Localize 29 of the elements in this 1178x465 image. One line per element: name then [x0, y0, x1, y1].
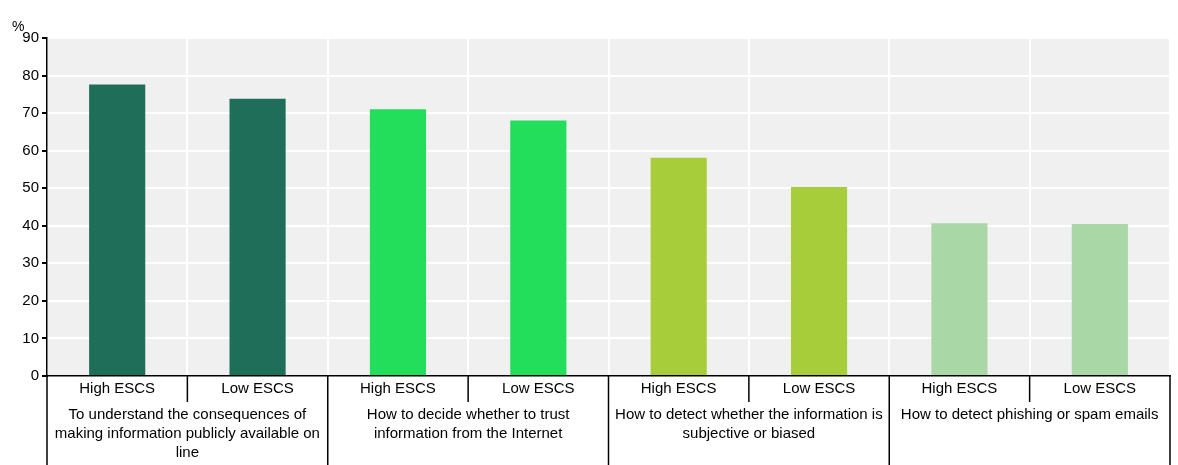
bar: [1071, 223, 1128, 375]
y-tick-label: 80: [22, 65, 39, 83]
text: To understand the consequences of making information publicly available on line: [54, 404, 320, 460]
text: How to detect phishing or spam emails: [900, 404, 1159, 422]
bar: [931, 223, 988, 375]
x-tick-label: High ESCS: [360, 379, 436, 397]
x-tick-label: Low ESCS: [1063, 379, 1137, 397]
y-tick-label: 30: [22, 253, 39, 271]
bar: [510, 120, 567, 375]
y-tick-label: 70: [22, 103, 39, 121]
bar: [369, 109, 427, 375]
x-tick-label: Low ESCS: [502, 379, 575, 397]
x-tick-label: High ESCS: [79, 379, 156, 397]
y-tick-label: 0: [30, 366, 39, 384]
bar: [650, 157, 707, 375]
bar: [89, 84, 146, 375]
x-tick-label: High ESCS: [921, 379, 998, 397]
x-tick-label: Low ESCS: [221, 379, 294, 397]
x-tick-label: High ESCS: [640, 379, 717, 397]
text: How to detect whether the information is subjective or biased: [615, 404, 883, 441]
y-tick-label: 10: [22, 328, 39, 346]
y-tick-label: 60: [22, 140, 39, 158]
bar: [790, 187, 848, 375]
x-tick-label: Low ESCS: [782, 379, 856, 397]
bar: [229, 98, 286, 375]
y-tick-label: 50: [22, 178, 39, 196]
y-tick-label: 40: [22, 215, 39, 233]
text: How to decide whether to trust information from the Internet: [366, 404, 571, 441]
y-tick-label: 20: [22, 291, 39, 309]
